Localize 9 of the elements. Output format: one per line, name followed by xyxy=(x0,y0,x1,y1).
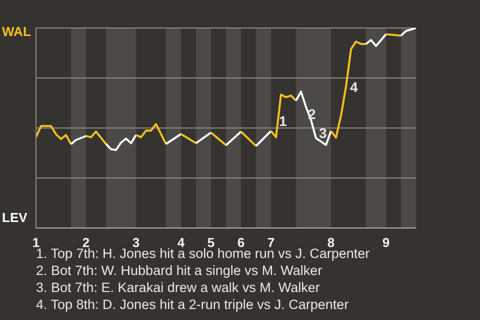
annotation: 4 xyxy=(350,79,358,95)
text: 3. Bot 7th: E. Karakai drew a walk vs M. Walker xyxy=(36,279,321,296)
text: 4. Top 8th: D. Jones hit a 2-run triple vs J. Carpenter xyxy=(36,296,350,313)
annotation: 3 xyxy=(319,125,327,141)
text: WAL xyxy=(2,24,31,39)
x-tick-label: 9 xyxy=(382,235,390,250)
annotation: 1 xyxy=(279,113,287,129)
text: 2. Bot 7th: W. Hubbard hit a single vs M. Walker xyxy=(36,262,324,279)
text: LEV xyxy=(2,210,28,225)
